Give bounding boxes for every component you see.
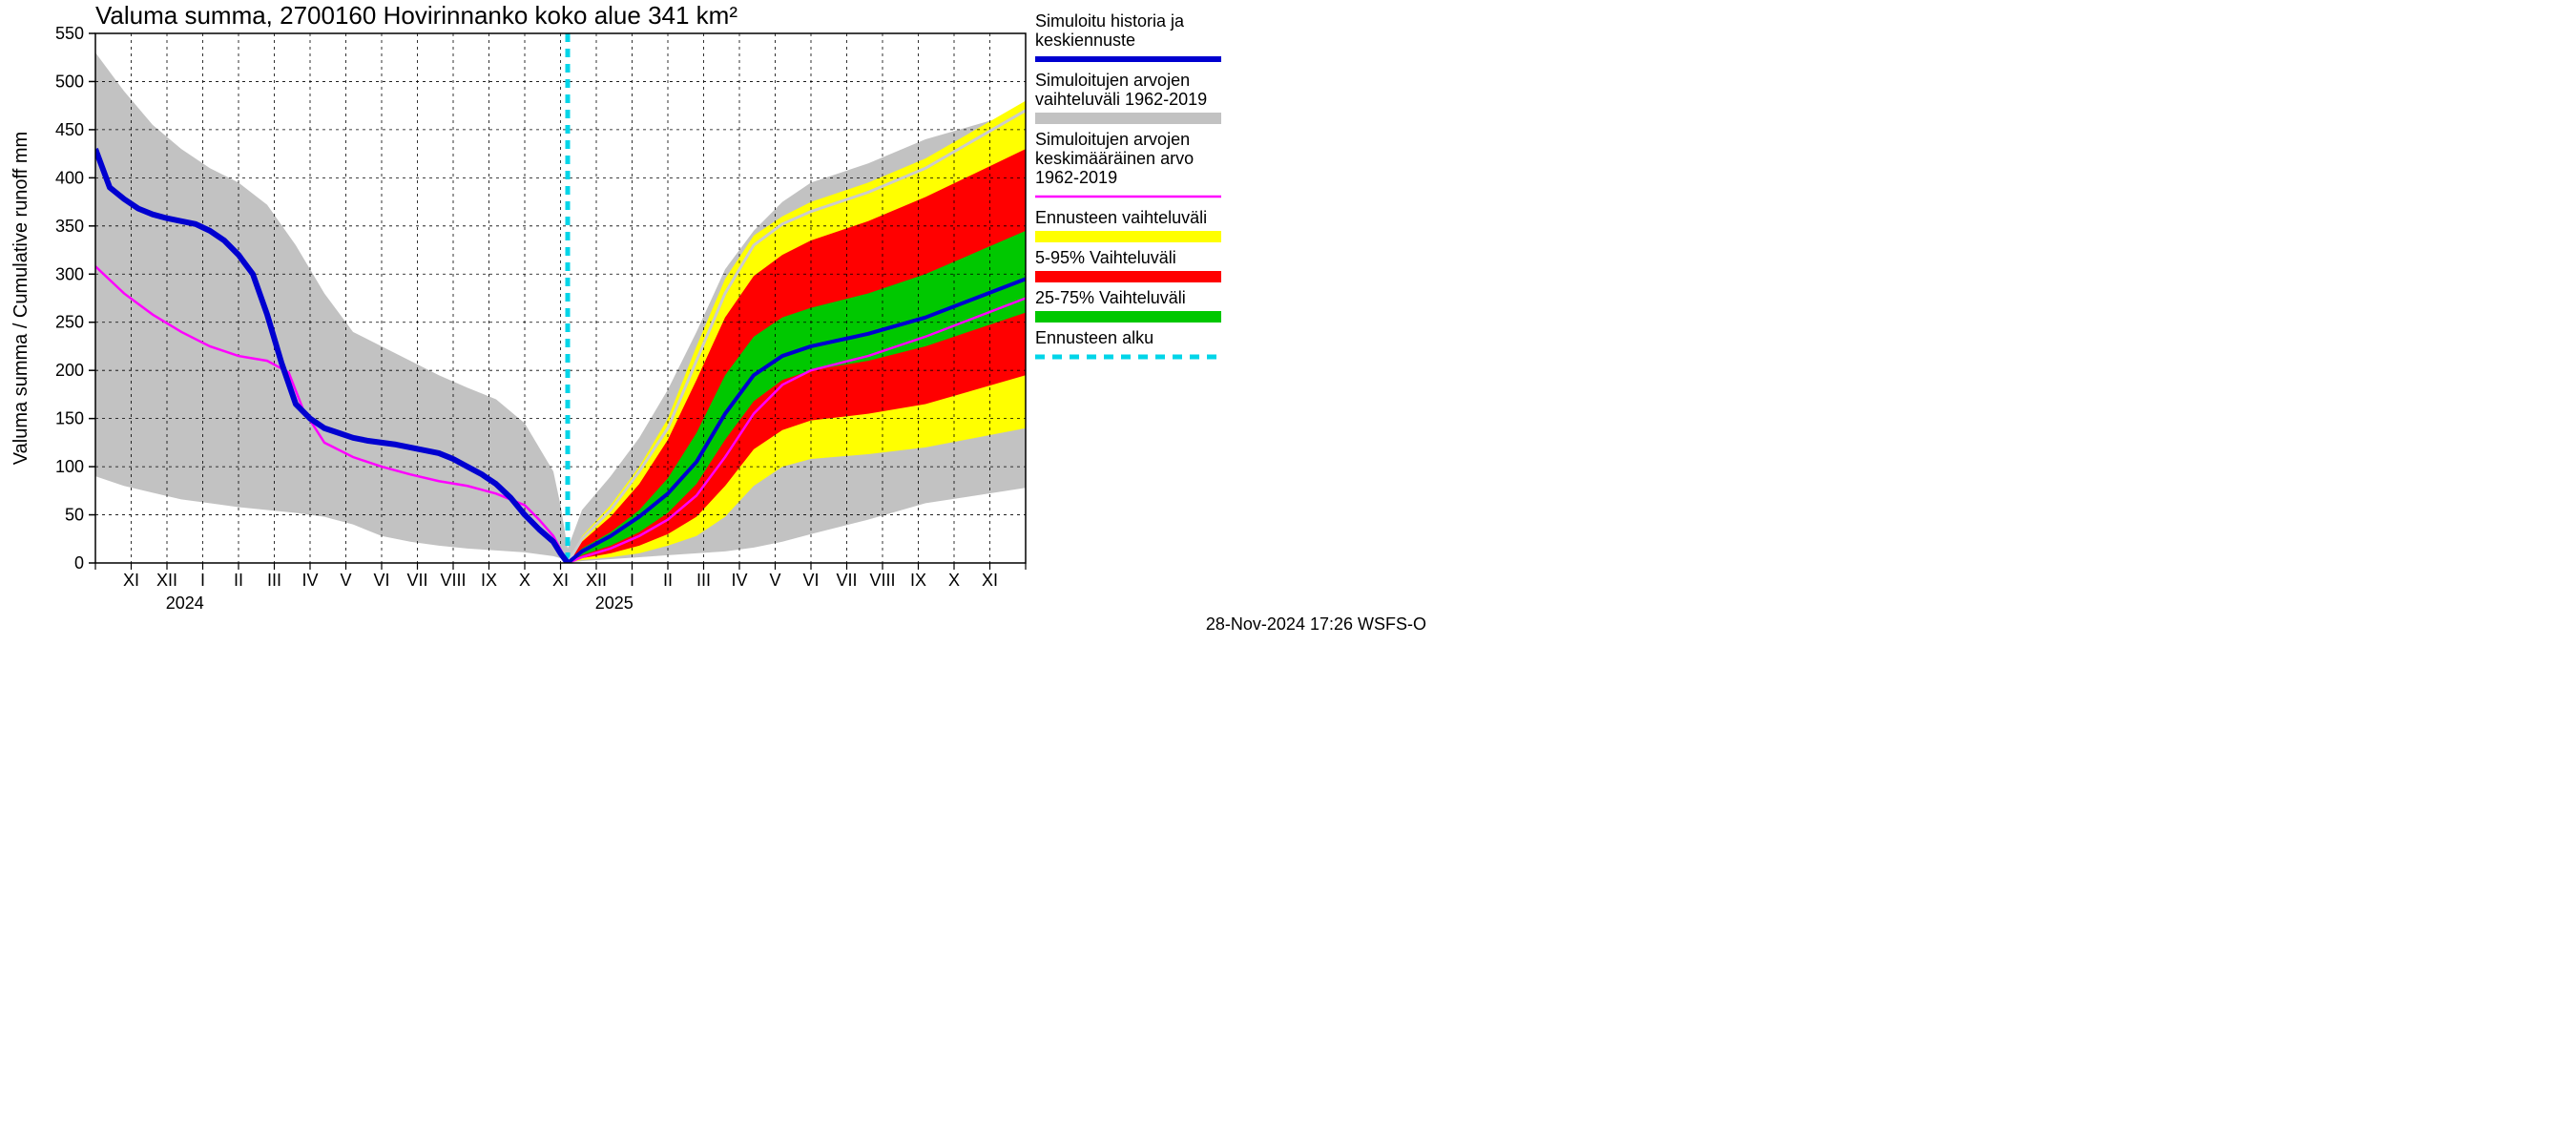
xtick-month: IX	[481, 571, 497, 590]
xtick-month: VIII	[869, 571, 895, 590]
ytick-label: 550	[55, 24, 84, 43]
ytick-label: 400	[55, 168, 84, 187]
xtick-month: VI	[802, 571, 819, 590]
ytick-label: 250	[55, 313, 84, 332]
xtick-month: VIII	[440, 571, 466, 590]
xtick-month: V	[769, 571, 780, 590]
xtick-month: IX	[910, 571, 926, 590]
legend-swatch	[1035, 231, 1221, 242]
legend-swatch	[1035, 271, 1221, 282]
legend-label: vaihteluväli 1962-2019	[1035, 90, 1207, 109]
chart-container: 050100150200250300350400450500550XIXIIII…	[0, 0, 1431, 636]
xtick-year: 2024	[166, 593, 204, 613]
legend-label: Simuloitujen arvojen	[1035, 71, 1190, 90]
ytick-label: 500	[55, 72, 84, 91]
xtick-month: V	[340, 571, 351, 590]
ytick-label: 150	[55, 409, 84, 428]
legend-swatch	[1035, 113, 1221, 124]
xtick-month: I	[200, 571, 205, 590]
ytick-label: 300	[55, 264, 84, 283]
ytick-label: 0	[74, 553, 84, 572]
ytick-label: 350	[55, 217, 84, 236]
legend-label: Simuloitu historia ja	[1035, 11, 1185, 31]
xtick-month: XII	[156, 571, 177, 590]
ytick-label: 100	[55, 457, 84, 476]
ytick-label: 450	[55, 120, 84, 139]
xtick-month: X	[519, 571, 530, 590]
xtick-month: XI	[123, 571, 139, 590]
xtick-month: II	[234, 571, 243, 590]
legend-label: Simuloitujen arvojen	[1035, 130, 1190, 149]
xtick-month: VII	[836, 571, 857, 590]
xtick-month: X	[948, 571, 960, 590]
xtick-month: I	[630, 571, 634, 590]
legend-label: Ennusteen alku	[1035, 328, 1153, 347]
legend-label: keskimääräinen arvo	[1035, 149, 1194, 168]
ytick-label: 50	[65, 506, 84, 525]
legend-label: keskiennuste	[1035, 31, 1135, 50]
legend-label: Ennusteen vaihteluväli	[1035, 208, 1207, 227]
xtick-month: II	[663, 571, 673, 590]
y-axis-label: Valuma summa / Cumulative runoff mm	[10, 132, 31, 465]
legend-label: 25-75% Vaihteluväli	[1035, 288, 1186, 307]
chart-svg: 050100150200250300350400450500550XIXIIII…	[0, 0, 1431, 636]
xtick-month: III	[267, 571, 281, 590]
xtick-month: XI	[982, 571, 998, 590]
legend-swatch	[1035, 311, 1221, 323]
ytick-label: 200	[55, 361, 84, 380]
xtick-year: 2025	[595, 593, 634, 613]
legend-label: 5-95% Vaihteluväli	[1035, 248, 1176, 267]
xtick-month: IV	[301, 571, 318, 590]
legend-label: 1962-2019	[1035, 168, 1117, 187]
xtick-month: III	[696, 571, 711, 590]
xtick-month: VII	[406, 571, 427, 590]
xtick-month: IV	[731, 571, 747, 590]
footer-timestamp: 28-Nov-2024 17:26 WSFS-O	[1206, 614, 1426, 634]
chart-title: Valuma summa, 2700160 Hovirinnanko koko …	[95, 1, 737, 30]
xtick-month: XII	[586, 571, 607, 590]
xtick-month: VI	[373, 571, 389, 590]
xtick-month: XI	[552, 571, 569, 590]
